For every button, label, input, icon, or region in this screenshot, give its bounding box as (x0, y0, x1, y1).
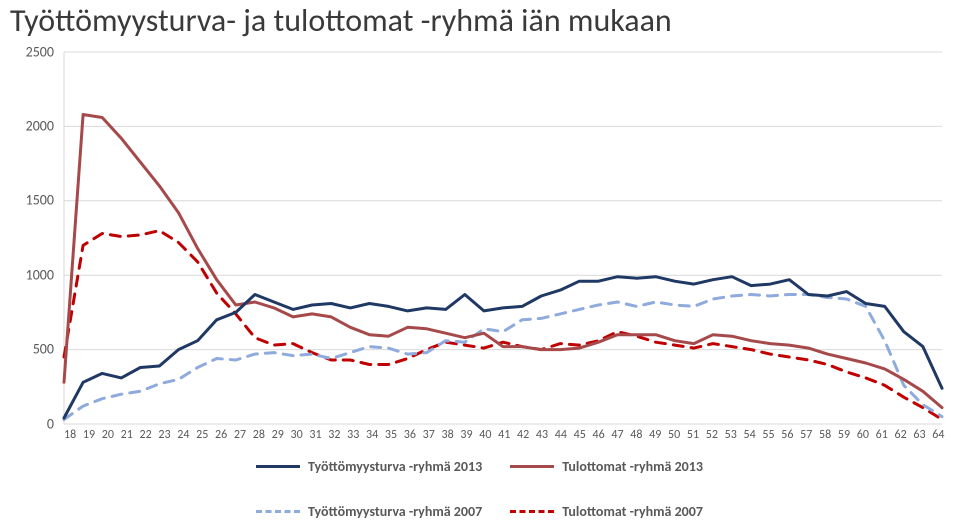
x-tick-label: 32 (328, 428, 340, 448)
x-tick-label: 62 (895, 428, 907, 448)
x-tick-label: 18 (64, 428, 76, 448)
x-tick-label: 58 (819, 428, 831, 448)
legend-row-1: Työttömyysturva -ryhmä 2013 Tulottomat -… (10, 458, 949, 475)
line-chart: 0 500 1000 1500 2000 2500 18 19 20 21 22 23 24 25 26 2… (10, 44, 949, 454)
x-tick-label: 39 (460, 428, 472, 448)
y-tick-label: 500 (33, 341, 54, 358)
x-tick-label: 23 (158, 428, 170, 448)
x-tick-label: 50 (668, 428, 680, 448)
x-tick-label: 52 (706, 428, 718, 448)
x-axis-labels: 18 19 20 21 22 23 24 25 26 27 28 29 30 31 32 33 34 35 36 37… (64, 428, 945, 448)
x-tick-label: 24 (177, 428, 189, 448)
x-tick-label: 34 (366, 428, 378, 448)
x-tick-label: 37 (423, 428, 435, 448)
y-tick-label: 2000 (26, 117, 54, 134)
x-tick-label: 44 (555, 428, 567, 448)
x-tick-label: 53 (725, 428, 737, 448)
legend-row-2: Työttömyysturva -ryhmä 2007 Tulottomat -… (10, 503, 949, 520)
x-tick-label: 27 (234, 428, 246, 448)
series-l2007 (64, 230, 942, 419)
x-tick-label: 30 (291, 428, 303, 448)
x-tick-label: 41 (498, 428, 510, 448)
chart-svg (10, 44, 949, 454)
x-tick-label: 55 (762, 428, 774, 448)
legend-label: Tulottomat -ryhmä 2007 (562, 503, 703, 520)
x-tick-label: 46 (593, 428, 605, 448)
x-tick-label: 51 (687, 428, 699, 448)
y-axis-labels: 05001000150020002500 (10, 44, 58, 424)
x-tick-label: 19 (83, 428, 95, 448)
x-tick-label: 21 (121, 428, 133, 448)
legend-label: Työttömyysturva -ryhmä 2013 (308, 458, 482, 475)
x-tick-label: 20 (102, 428, 114, 448)
legend-label: Tulottomat -ryhmä 2013 (562, 458, 703, 475)
legend-item-l2013: Tulottomat -ryhmä 2013 (510, 458, 703, 475)
legend-swatch-icon (510, 510, 554, 513)
page-title: Työttömyysturva- ja tulottomat -ryhmä iä… (10, 4, 949, 38)
legend-swatch-icon (510, 465, 554, 468)
chart-page: Työttömyysturva- ja tulottomat -ryhmä iä… (0, 4, 959, 524)
x-tick-label: 35 (385, 428, 397, 448)
y-tick-label: 1500 (26, 192, 54, 209)
x-tick-label: 25 (196, 428, 208, 448)
legend-swatch-icon (256, 465, 300, 468)
x-tick-label: 54 (744, 428, 756, 448)
x-tick-label: 29 (272, 428, 284, 448)
x-tick-label: 42 (517, 428, 529, 448)
y-tick-label: 1000 (26, 266, 54, 283)
x-tick-label: 56 (781, 428, 793, 448)
legend: Työttömyysturva -ryhmä 2013 Tulottomat -… (10, 458, 949, 520)
x-tick-label: 33 (347, 428, 359, 448)
x-tick-label: 43 (536, 428, 548, 448)
x-tick-label: 31 (309, 428, 321, 448)
x-tick-label: 36 (404, 428, 416, 448)
legend-item-l2007: Tulottomat -ryhmä 2007 (510, 503, 703, 520)
x-tick-label: 22 (140, 428, 152, 448)
x-tick-label: 59 (838, 428, 850, 448)
legend-label: Työttömyysturva -ryhmä 2007 (308, 503, 482, 520)
x-tick-label: 38 (442, 428, 454, 448)
x-tick-label: 45 (574, 428, 586, 448)
series-t2007 (64, 294, 942, 419)
x-tick-label: 48 (630, 428, 642, 448)
x-tick-label: 63 (913, 428, 925, 448)
x-tick-label: 60 (857, 428, 869, 448)
x-tick-label: 64 (932, 428, 944, 448)
legend-swatch-icon (256, 510, 300, 513)
x-tick-label: 49 (649, 428, 661, 448)
x-tick-label: 26 (215, 428, 227, 448)
x-tick-label: 61 (876, 428, 888, 448)
legend-item-t2007: Työttömyysturva -ryhmä 2007 (256, 503, 482, 520)
x-tick-label: 57 (800, 428, 812, 448)
x-tick-label: 47 (611, 428, 623, 448)
legend-item-t2013: Työttömyysturva -ryhmä 2013 (256, 458, 482, 475)
x-tick-label: 28 (253, 428, 265, 448)
y-tick-label: 0 (47, 415, 54, 432)
x-tick-label: 40 (479, 428, 491, 448)
y-tick-label: 2500 (26, 43, 54, 60)
